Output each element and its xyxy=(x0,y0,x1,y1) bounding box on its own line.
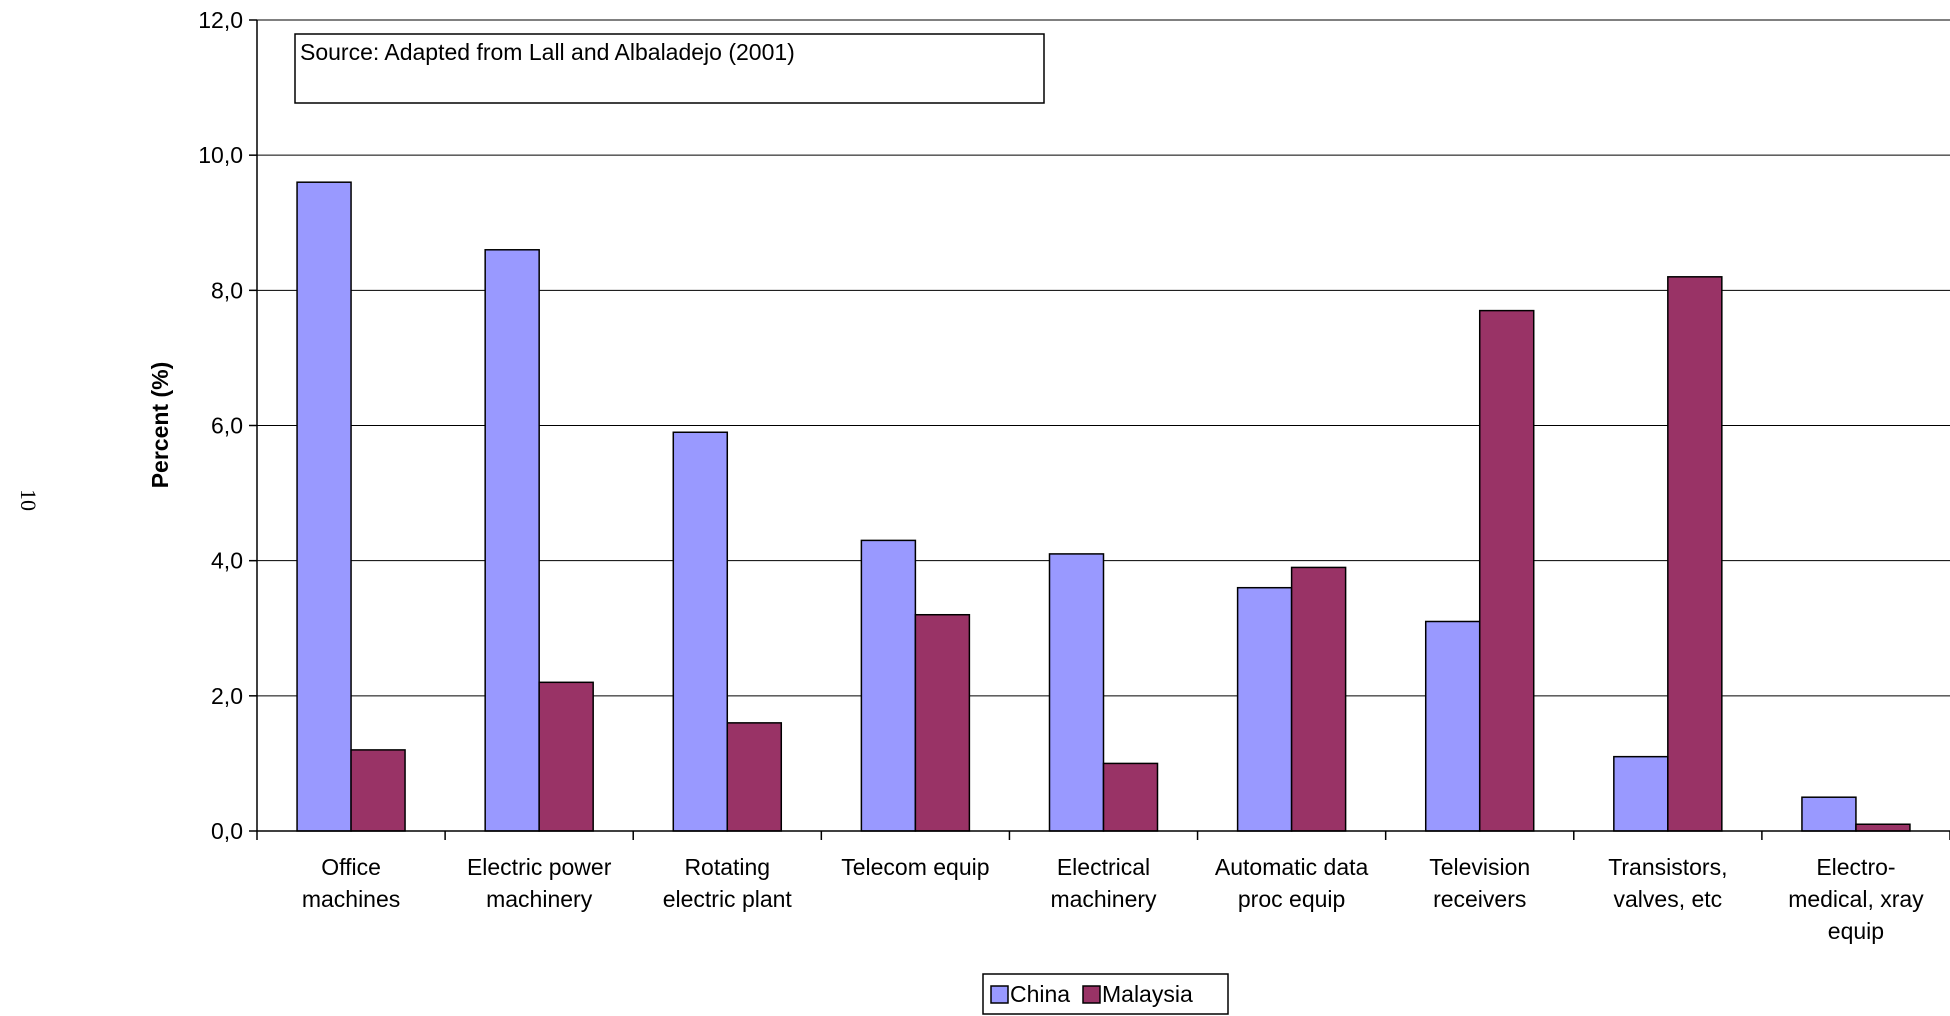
x-tick-label: Telecom equip xyxy=(841,854,989,880)
y-tick-label: 4,0 xyxy=(211,548,243,574)
y-tick-labels: 0,0 2,0 4,0 6,0 8,0 10,0 12,0 xyxy=(198,7,243,844)
y-tick-label: 2,0 xyxy=(211,683,243,709)
source-annotation-text: Source: Adapted from Lall and Albaladejo… xyxy=(300,39,795,65)
bar-malaysia xyxy=(1855,823,1911,832)
x-tick-label: Office machines xyxy=(302,854,400,912)
x-tick-labels: Office machines Electric power machinery Rot… xyxy=(302,854,1924,944)
x-tick-label: Electro-medical, xray equip xyxy=(1788,854,1924,944)
bar-china xyxy=(1613,755,1669,832)
x-tick-label: Transistors, valves, etc xyxy=(1608,854,1727,912)
bar-china xyxy=(1424,620,1481,832)
bar-china xyxy=(484,249,540,832)
y-tick-label: 0,0 xyxy=(211,818,243,844)
bars xyxy=(296,181,1911,832)
source-annotation: Source: Adapted from Lall and Albaladejo… xyxy=(294,33,1045,104)
bar-malaysia xyxy=(1290,566,1347,832)
y-tick-label: 8,0 xyxy=(211,277,243,303)
bar-china xyxy=(296,181,352,832)
y-tick-label: 12,0 xyxy=(198,7,243,33)
x-tick-label: Electrical machinery xyxy=(1050,854,1157,912)
bar-malaysia xyxy=(914,613,971,832)
y-tick-label: 10,0 xyxy=(198,142,243,168)
x-tick-label: Television receivers xyxy=(1429,854,1530,912)
x-tick-label: Automatic data proc equip xyxy=(1215,854,1369,912)
bar-malaysia xyxy=(1667,276,1723,832)
y-tick-label: 6,0 xyxy=(211,413,243,439)
bar-china xyxy=(672,431,729,832)
legend-swatch-malaysia xyxy=(1082,985,1101,1004)
bar-malaysia xyxy=(1102,762,1159,832)
legend-box xyxy=(982,973,1229,1015)
legend: China Malaysia xyxy=(982,973,1229,1015)
legend-label-malaysia: Malaysia xyxy=(1102,981,1193,1007)
bar-china xyxy=(1801,796,1857,832)
bar-malaysia xyxy=(350,749,406,832)
legend-label-china: China xyxy=(1010,981,1070,1007)
bar-china xyxy=(1236,586,1293,832)
bar-china xyxy=(860,539,917,832)
axes xyxy=(249,19,1950,840)
x-tick-label: Rotating electric plant xyxy=(663,854,793,912)
x-tick-label: Electric power machinery xyxy=(467,854,612,912)
bar-china xyxy=(1048,553,1105,832)
y-axis-label: Percent (%) xyxy=(147,362,173,489)
bar-malaysia xyxy=(1478,309,1535,832)
bar-malaysia xyxy=(726,722,783,832)
bar-malaysia xyxy=(538,681,594,832)
legend-swatch-china xyxy=(990,985,1009,1004)
